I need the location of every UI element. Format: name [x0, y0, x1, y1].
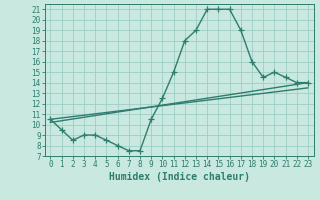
X-axis label: Humidex (Indice chaleur): Humidex (Indice chaleur) [109, 172, 250, 182]
